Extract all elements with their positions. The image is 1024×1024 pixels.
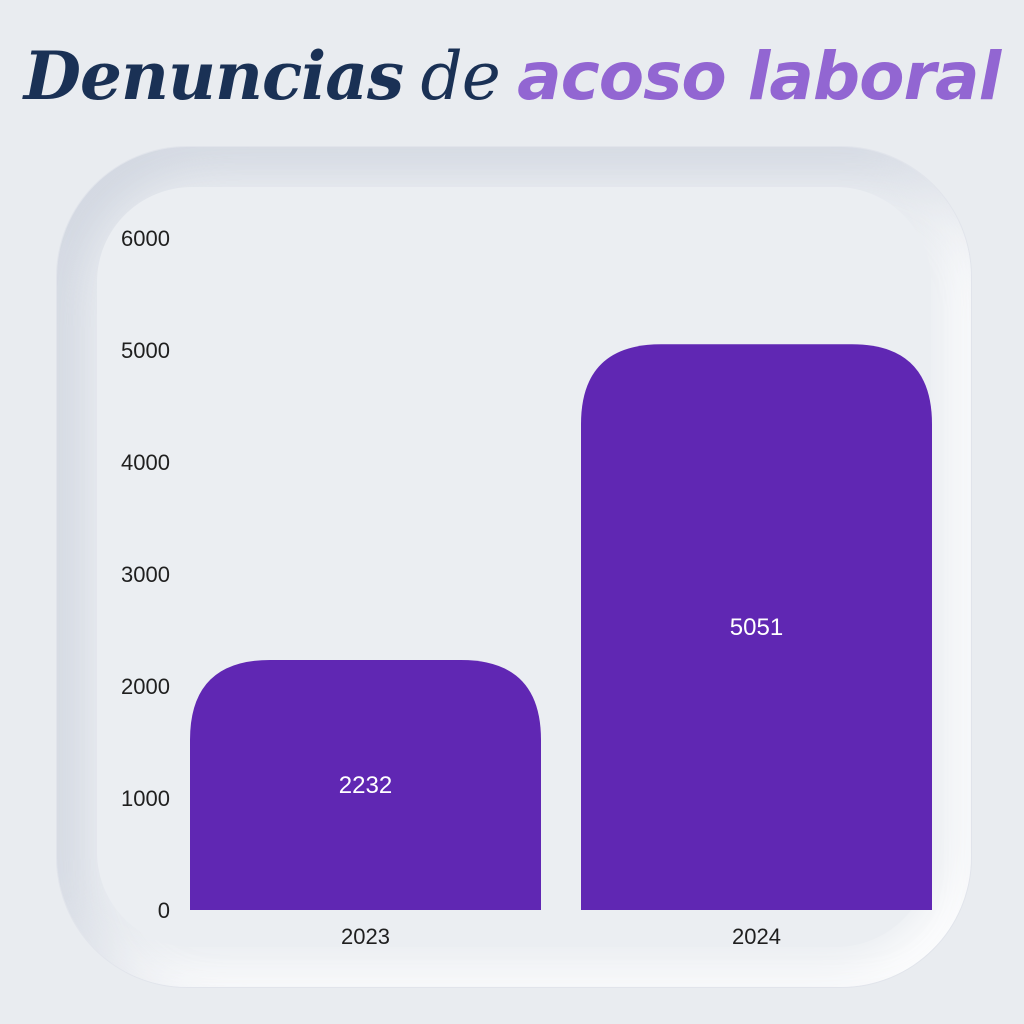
- bar-2023: [190, 660, 541, 910]
- bar-2024: [581, 344, 932, 911]
- y-tick-label-5000: 5000: [121, 338, 170, 363]
- y-tick-label-3000: 3000: [121, 562, 170, 587]
- x-axis: 2023 2024: [341, 924, 781, 949]
- x-tick-label-2024: 2024: [732, 924, 781, 949]
- y-tick-label-4000: 4000: [121, 450, 170, 475]
- bar-value-label-2024: 5051: [730, 614, 783, 641]
- chart-title: Denuncias de acoso laboral: [0, 28, 1024, 125]
- title-words-acoso-laboral: acoso laboral: [517, 38, 1001, 115]
- bars-group: 2232 5051: [190, 344, 932, 911]
- title-word-denuncias: Denuncias: [23, 37, 404, 115]
- y-tick-label-2000: 2000: [121, 674, 170, 699]
- x-tick-label-2023: 2023: [341, 924, 390, 949]
- y-axis: 0 1000 2000 3000 4000 5000 6000: [121, 226, 170, 923]
- bar-value-label-2023: 2232: [339, 772, 392, 799]
- y-tick-label-6000: 6000: [121, 226, 170, 251]
- title-word-de: de: [420, 38, 500, 115]
- y-tick-label-0: 0: [158, 898, 170, 923]
- y-tick-label-1000: 1000: [121, 786, 170, 811]
